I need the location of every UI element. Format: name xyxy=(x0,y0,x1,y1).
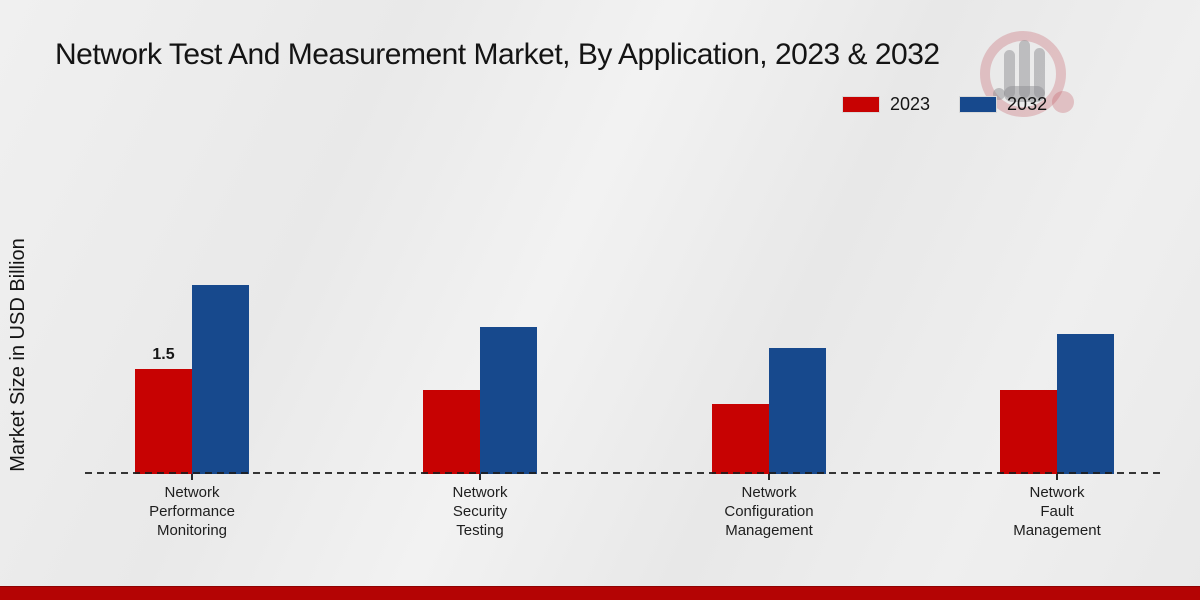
x-axis-tick xyxy=(768,474,770,480)
category-label-network-security-testing: Network Security Testing xyxy=(452,484,508,539)
legend-item-2032: 2032 xyxy=(960,94,1047,115)
watermark-finger xyxy=(1034,48,1045,98)
legend-item-2023: 2023 xyxy=(843,94,930,115)
bar-2032-network-fault-management xyxy=(1057,334,1114,474)
bar-2023-network-fault-management xyxy=(1000,390,1057,474)
legend-label: 2032 xyxy=(1007,94,1048,114)
category-label-network-fault-management: Network Fault Management xyxy=(1013,484,1101,539)
footer-band xyxy=(0,586,1200,600)
legend-swatch-2032 xyxy=(960,97,997,112)
x-axis-baseline xyxy=(85,472,1165,474)
bar-2023-network-performance-monitoring xyxy=(135,369,192,474)
watermark-palm xyxy=(1004,86,1045,102)
watermark-ring xyxy=(980,31,1066,117)
brand-watermark-logo xyxy=(975,28,1105,133)
x-axis-tick xyxy=(191,474,193,480)
bar-2032-network-configuration-management xyxy=(769,348,826,474)
legend: 2023 2032 xyxy=(843,94,1047,115)
chart-title: Network Test And Measurement Market, By … xyxy=(55,38,940,71)
category-label-network-performance-monitoring: Network Performance Monitoring xyxy=(149,484,235,539)
x-axis-tick xyxy=(1056,474,1058,480)
watermark-finger xyxy=(1019,40,1030,98)
bar-2023-network-configuration-management xyxy=(712,404,769,474)
legend-swatch-2023 xyxy=(843,97,879,112)
bar-2032-network-security-testing xyxy=(480,327,537,474)
legend-label: 2023 xyxy=(890,94,931,114)
y-axis-label: Market Size in USD Billion xyxy=(7,238,29,472)
category-label-network-configuration-management: Network Configuration Management xyxy=(724,484,814,539)
watermark-dot xyxy=(1052,91,1074,113)
bar-2032-network-performance-monitoring xyxy=(192,285,249,474)
x-axis-tick xyxy=(479,474,481,480)
data-label-2023: 1.5 xyxy=(152,346,175,363)
bar-2023-network-security-testing xyxy=(423,390,480,474)
